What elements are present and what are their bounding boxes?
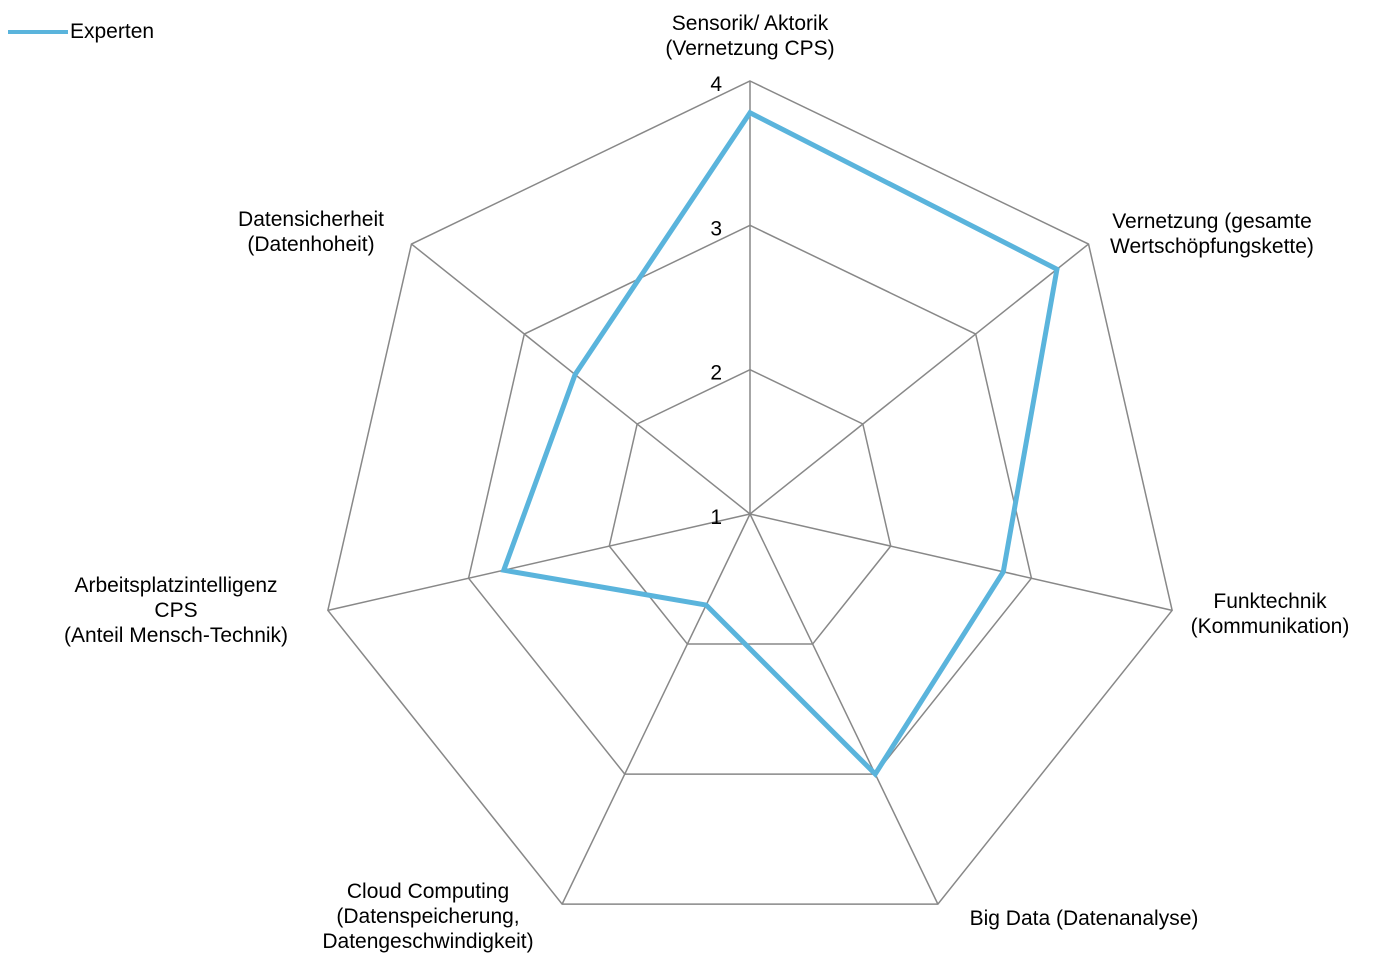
category-label-0: Sensorik/ Aktorik (Vernetzung CPS) [665, 12, 834, 60]
category-label-5-line-2: (Anteil Mensch-Technik) [64, 624, 288, 647]
category-label-2: Funktechnik (Kommunikation) [1191, 590, 1350, 638]
category-label-4-line-0: Cloud Computing [347, 880, 509, 903]
spoke-2 [749, 513, 1173, 612]
spoke-3 [749, 513, 939, 905]
spoke-4 [561, 513, 751, 905]
grid-ring-3 [467, 224, 1033, 775]
category-label-4-line-2: Datengeschwindigkeit) [322, 930, 533, 953]
category-label-0-line-1: (Vernetzung CPS) [665, 37, 834, 60]
category-label-6-line-0: Datensicherheit [238, 208, 384, 231]
category-label-5: Arbeitsplatzintelligenz CPS (Anteil Mensch… [64, 574, 288, 647]
spoke-5 [327, 513, 751, 612]
radar-category-labels: Sensorik/ Aktorik (Vernetzung CPS) Vernetz… [64, 12, 1349, 953]
radar-tick-labels: 1 2 3 4 [710, 73, 722, 529]
grid-ring-4 [327, 80, 1173, 905]
category-label-5-line-0: Arbeitsplatzintelligenz [74, 574, 277, 597]
category-label-4: Cloud Computing (Datenspeicherung, Datenge… [322, 880, 533, 953]
category-label-5-line-1: CPS [154, 599, 197, 622]
radar-series [500, 109, 1060, 779]
tick-label-2: 2 [710, 362, 722, 385]
category-label-3-line-0: Big Data (Datenanalyse) [970, 907, 1199, 930]
category-label-1-line-1: Wertschöpfungskette) [1110, 235, 1314, 258]
category-label-6-line-1: (Datenhoheit) [247, 233, 374, 256]
legend: Experten [8, 20, 154, 44]
series-line-0 [500, 109, 1060, 779]
spoke-6 [410, 243, 751, 515]
category-label-0-line-0: Sensorik/ Aktorik [672, 12, 829, 35]
spoke-1 [749, 243, 1090, 515]
category-label-3: Big Data (Datenanalyse) [970, 907, 1199, 930]
tick-label-3: 3 [710, 217, 722, 240]
tick-label-4: 4 [710, 73, 722, 96]
radar-spokes [327, 81, 1173, 905]
tick-label-1: 1 [710, 506, 722, 529]
radar-grid [327, 80, 1173, 905]
legend-swatch-experten [8, 30, 68, 34]
legend-label-experten: Experten [70, 20, 155, 43]
category-label-6: Datensicherheit (Datenhoheit) [238, 208, 384, 256]
category-label-2-line-1: (Kommunikation) [1191, 615, 1350, 638]
category-label-4-line-1: (Datenspeicherung, [336, 905, 519, 928]
grid-ring-2 [608, 368, 892, 645]
category-label-1: Vernetzung (gesamte Wertschöpfungskette) [1110, 210, 1314, 258]
category-label-1-line-0: Vernetzung (gesamte [1112, 210, 1312, 233]
category-label-2-line-0: Funktechnik [1213, 590, 1327, 613]
